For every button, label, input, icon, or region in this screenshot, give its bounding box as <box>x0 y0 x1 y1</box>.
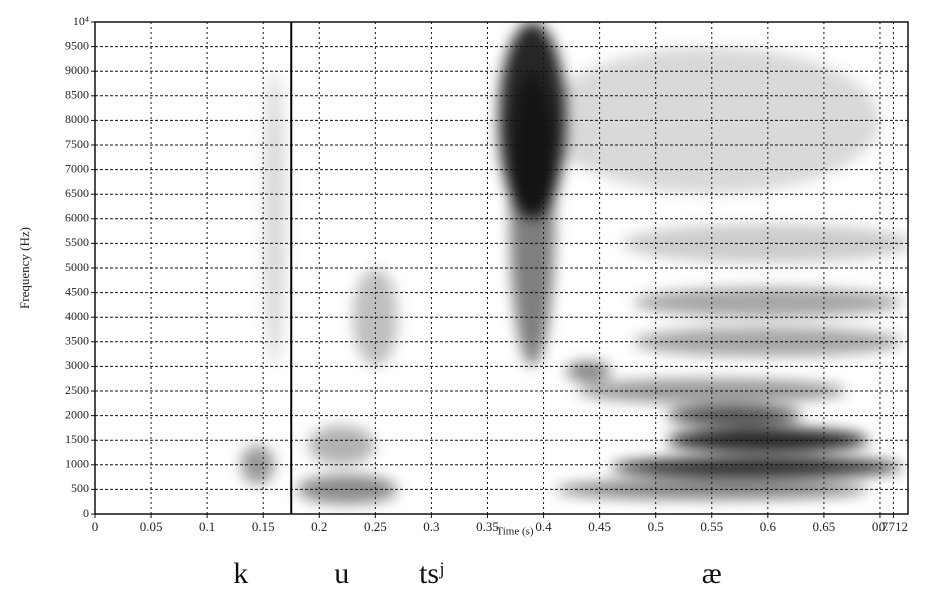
x-tick-label: 0.4 <box>535 519 552 534</box>
x-tick-label: 0.65 <box>813 519 836 534</box>
y-tick-label: 2000 <box>65 407 89 421</box>
x-tick-label: 0.25 <box>364 519 387 534</box>
energy-blob <box>610 457 903 478</box>
y-tick-label: 6000 <box>65 211 89 225</box>
y-tick-label: 500 <box>71 481 89 495</box>
y-tick-label: 5000 <box>65 260 89 274</box>
x-tick-label: 0.6 <box>760 519 777 534</box>
plot-frame <box>94 21 909 515</box>
y-tick-label: 3500 <box>65 334 89 348</box>
energy-blob <box>308 425 376 465</box>
y-tick-label: 1500 <box>65 432 89 446</box>
x-tick-label: 0.55 <box>700 519 723 534</box>
y-tick-label: 8000 <box>65 112 89 126</box>
y-tick-label: 4500 <box>65 284 89 298</box>
x-tick-label: 0.05 <box>140 519 163 534</box>
x-tick-label: 0.15 <box>252 519 275 534</box>
x-tick-label: 0.5 <box>648 519 664 534</box>
x-tick-label: 0.35 <box>476 519 499 534</box>
x-tick-label: 0.7 <box>872 519 889 534</box>
segment-label: k <box>233 557 248 590</box>
y-tick-label: 5500 <box>65 235 89 249</box>
x-tick-label: 0.712 <box>879 519 908 534</box>
y-tick-label: 1000 <box>65 457 89 471</box>
energy-blob <box>666 405 802 426</box>
y-tick-label: 7000 <box>65 161 89 175</box>
x-tick-label: 0.2 <box>311 519 327 534</box>
x-tick-label: 0.1 <box>199 519 215 534</box>
energy-blob <box>565 361 611 382</box>
x-axis-label: Time (s) <box>496 526 534 538</box>
y-tick-label: 3000 <box>65 358 89 372</box>
y-tick-label: 2500 <box>65 383 89 397</box>
y-tick-label: 8500 <box>65 88 89 102</box>
segment-label: tsʲ <box>419 557 444 590</box>
segment-label: u <box>334 557 349 590</box>
y-tick-label: 0 <box>83 506 89 520</box>
segment-label: æ <box>702 557 722 590</box>
y-tick-label: 4000 <box>65 309 89 323</box>
y-axis-label: Frequency (Hz) <box>17 227 32 309</box>
y-tick-label: 9000 <box>65 63 89 77</box>
x-tick-label: 0.45 <box>588 519 611 534</box>
energy-layer <box>240 22 908 505</box>
x-tick-label: 0.3 <box>423 519 439 534</box>
y-tick-label: 7500 <box>65 137 89 151</box>
y-tick-label: 6500 <box>65 186 89 200</box>
y-tick-label: 10⁴ <box>73 14 89 28</box>
y-tick-label: 9500 <box>65 38 89 52</box>
x-tick-label: 0 <box>92 519 99 534</box>
